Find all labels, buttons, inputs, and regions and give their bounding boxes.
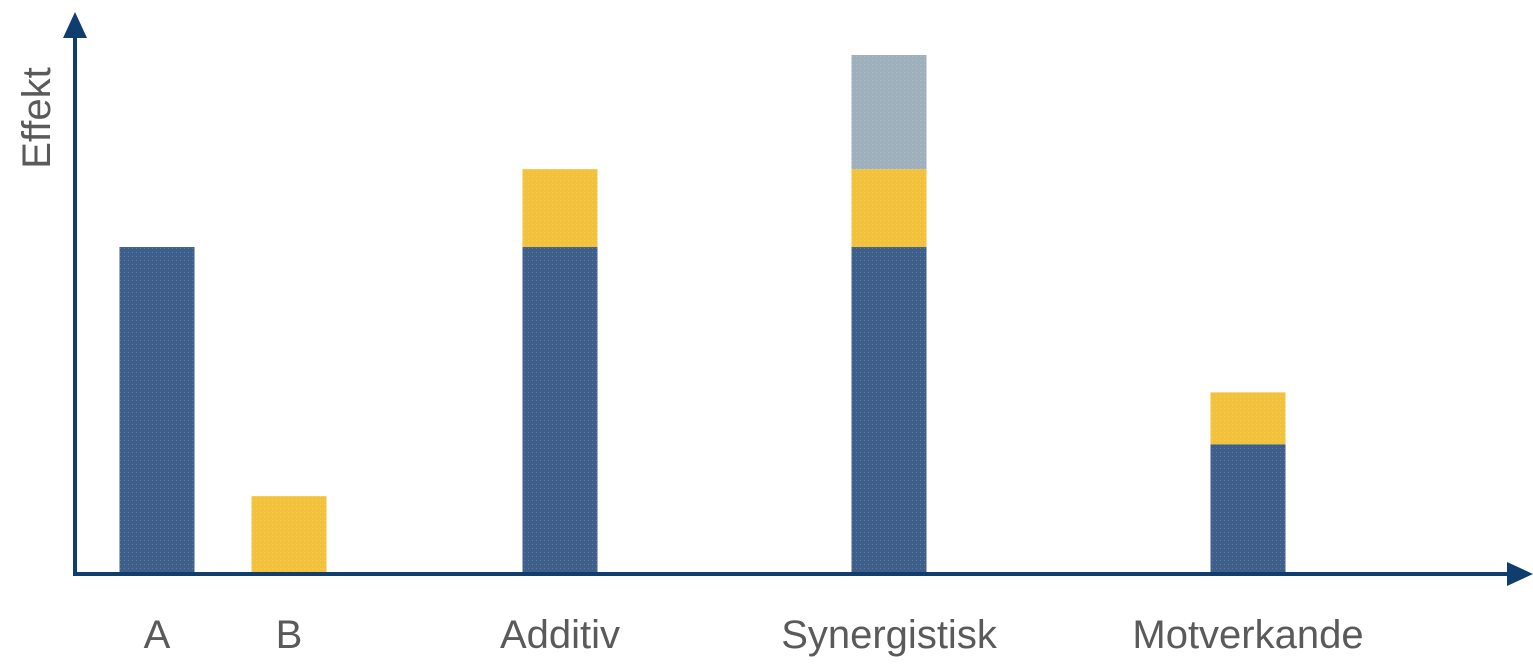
category-label-additiv: Additiv [500,613,620,657]
x-axis [73,562,1533,586]
bar-synergistisk-texture-1 [851,169,927,248]
category-labels: A B Additiv Synergistisk Motverkande [144,613,1364,657]
y-axis [63,12,87,574]
category-label-motverkande: Motverkande [1132,613,1363,657]
bar-motverkande-texture-1 [1210,392,1286,445]
y-axis-arrow-icon [63,12,87,38]
category-label-a: A [144,613,171,657]
y-axis-label: Effekt [15,67,59,169]
bar-synergistisk-texture-0 [851,247,927,574]
bar-additiv-texture-1 [522,169,598,248]
category-label-synergistisk: Synergistisk [781,613,998,657]
bars-group [119,55,1286,574]
bar-b-texture-1 [251,496,327,574]
bar-additiv-texture-0 [522,247,598,574]
bar-a-texture-0 [119,247,195,574]
x-axis-arrow-icon [1507,562,1533,586]
bar-synergistisk-texture-2 [851,55,927,170]
category-label-b: B [276,613,303,657]
bar-motverkande-texture-0 [1210,444,1286,574]
